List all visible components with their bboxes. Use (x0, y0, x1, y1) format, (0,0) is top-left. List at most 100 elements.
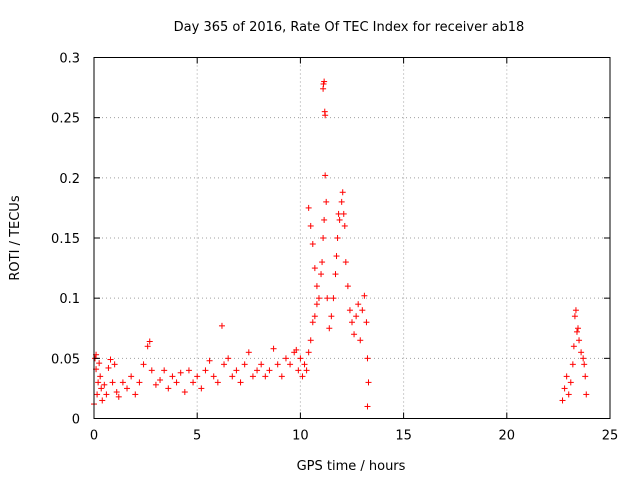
data-point (580, 355, 587, 362)
data-point (563, 373, 570, 380)
data-point (333, 253, 340, 260)
data-point (340, 210, 347, 217)
data-point (177, 369, 184, 376)
data-point (148, 367, 155, 374)
data-point (210, 373, 217, 380)
data-point (254, 367, 261, 374)
data-point (576, 337, 583, 344)
data-point (359, 307, 366, 314)
x-axis-label: GPS time / hours (297, 459, 406, 474)
data-point (328, 313, 335, 320)
y-tick-label: 0.15 (51, 232, 80, 247)
data-point (355, 301, 362, 308)
data-point (245, 349, 252, 356)
y-tick-label: 0 (72, 413, 80, 428)
data-point (146, 338, 153, 345)
data-point (559, 397, 566, 404)
data-point (364, 403, 371, 410)
data-point (295, 367, 302, 374)
data-point (221, 361, 228, 368)
x-tick-label: 0 (90, 429, 98, 444)
data-point (225, 355, 232, 362)
data-point (202, 367, 209, 374)
data-point (357, 337, 364, 344)
data-point (278, 373, 285, 380)
y-tick-label: 0.3 (59, 52, 80, 67)
data-point (218, 322, 225, 329)
data-point (582, 373, 589, 380)
data-point (249, 373, 256, 380)
data-point (346, 307, 353, 314)
data-point (313, 283, 320, 290)
data-point (144, 343, 151, 350)
y-tick-label: 0.2 (59, 172, 80, 187)
data-point (573, 328, 580, 335)
data-point (173, 379, 180, 386)
data-point (152, 381, 159, 388)
data-point (190, 379, 197, 386)
data-point (571, 313, 578, 320)
data-point (319, 259, 326, 266)
data-point (353, 313, 360, 320)
data-point (341, 222, 348, 229)
data-point (363, 319, 370, 326)
data-points-layer (91, 78, 590, 410)
data-point (581, 361, 588, 368)
data-point (198, 385, 205, 392)
data-point (561, 385, 568, 392)
data-point (311, 265, 318, 272)
data-point (266, 367, 273, 374)
data-point (107, 356, 114, 363)
data-point (140, 361, 147, 368)
data-point (297, 355, 304, 362)
data-point (334, 235, 341, 241)
y-tick-label: 0.25 (51, 112, 80, 127)
data-point (95, 379, 102, 386)
chart-title: Day 365 of 2016, Rate Of TEC Index for r… (174, 20, 525, 35)
data-point (322, 112, 329, 119)
data-point (293, 346, 300, 353)
data-point (338, 198, 345, 205)
data-point (241, 361, 248, 368)
data-point (569, 361, 576, 368)
data-point (132, 391, 139, 398)
data-point (181, 389, 188, 396)
data-point (115, 393, 122, 400)
data-point (258, 361, 265, 368)
x-tick-label: 5 (193, 429, 201, 444)
x-tick-label: 15 (395, 429, 412, 444)
data-point (99, 397, 106, 404)
ticks-layer: 0 5 10 15 20 25 0 0.05 0.1 0.15 0.2 0.25 0.3 (51, 52, 618, 444)
data-point (233, 367, 240, 374)
data-point (185, 367, 192, 374)
data-point (94, 391, 101, 398)
data-point (194, 373, 201, 380)
grid-layer (94, 57, 610, 419)
x-tick-label: 20 (499, 429, 516, 444)
plot-frame (93, 57, 611, 419)
data-point (324, 295, 331, 302)
data-point (229, 373, 236, 380)
data-point (305, 349, 312, 356)
y-tick-label: 0.05 (51, 352, 80, 367)
data-point (157, 376, 164, 383)
data-point (101, 381, 108, 388)
data-point (572, 307, 579, 314)
data-point (299, 373, 306, 380)
data-point (323, 198, 330, 205)
data-point (282, 355, 289, 362)
data-point (214, 379, 221, 386)
data-point (307, 222, 314, 229)
data-point (336, 216, 343, 223)
data-point (583, 391, 590, 398)
data-point (326, 325, 333, 332)
data-point (567, 379, 574, 386)
data-point (270, 345, 277, 352)
data-point (365, 379, 372, 386)
data-point (570, 343, 577, 350)
data-point (128, 373, 135, 380)
data-point (98, 385, 105, 392)
data-point (335, 210, 342, 217)
x-tick-label: 10 (292, 429, 309, 444)
x-tick-label: 25 (602, 429, 619, 444)
